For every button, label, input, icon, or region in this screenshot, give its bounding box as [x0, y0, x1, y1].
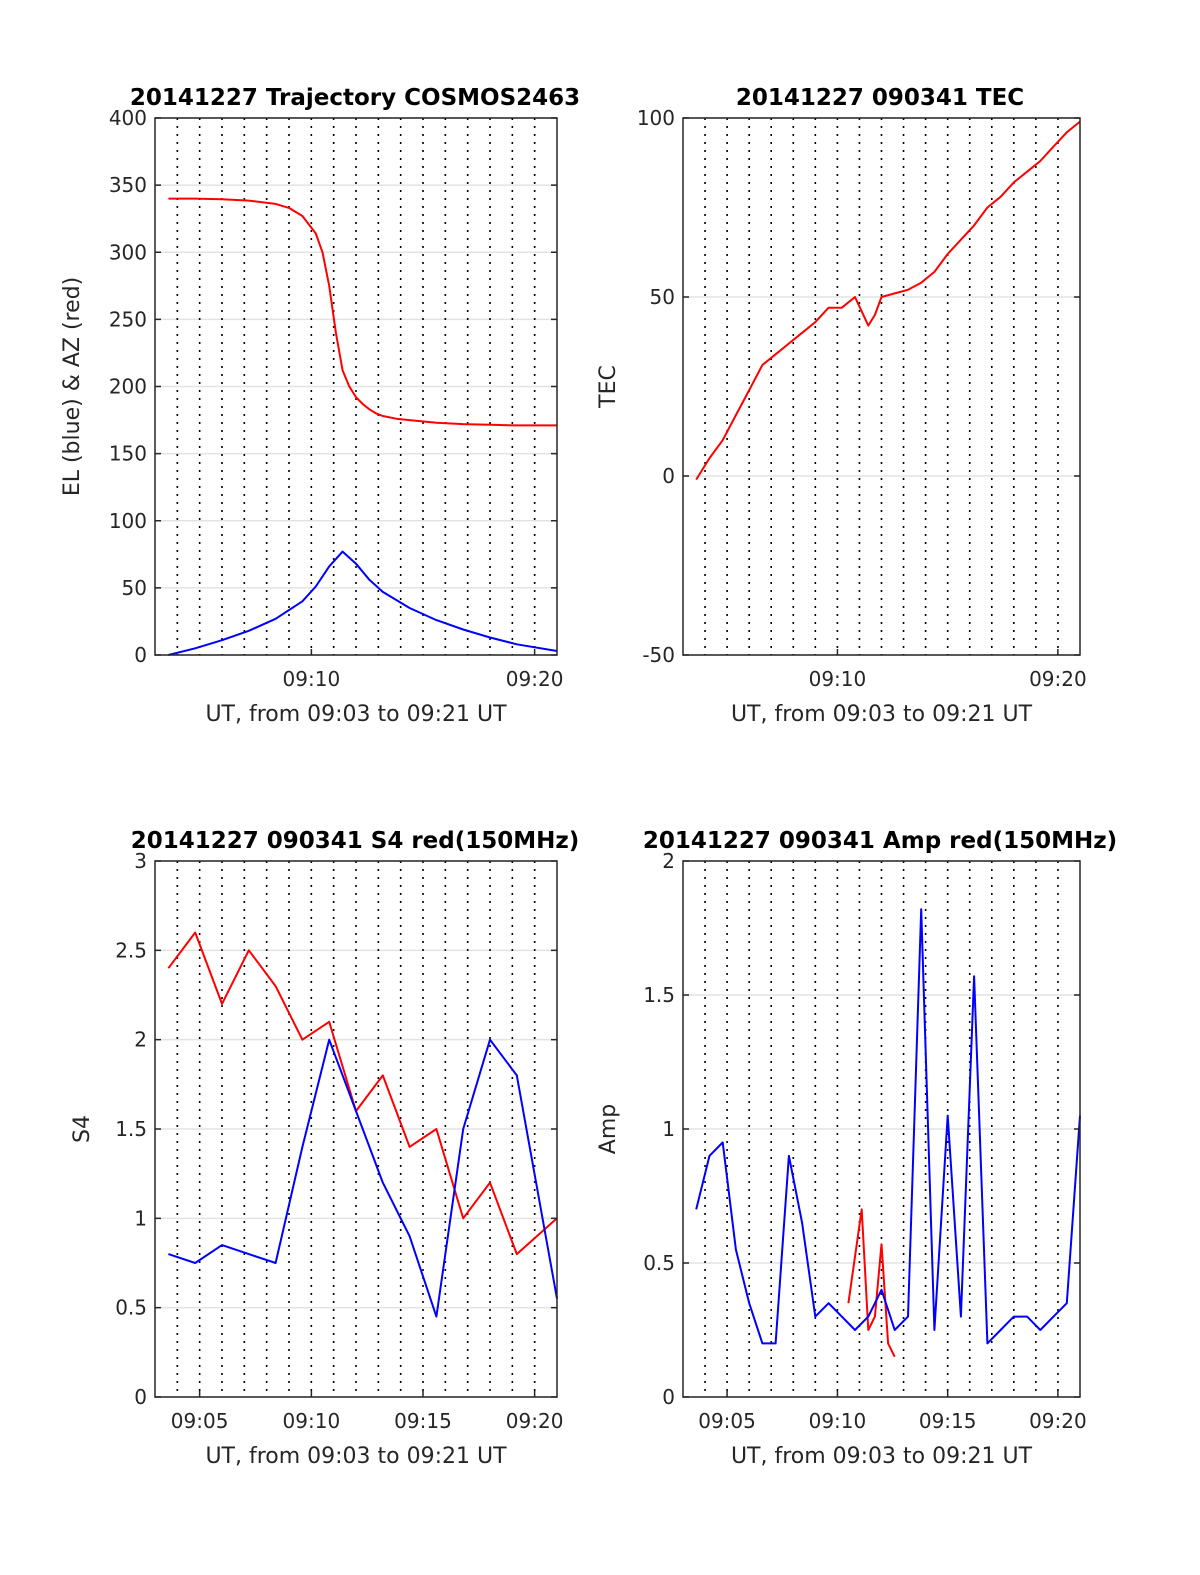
y-axis-label: EL (blue) & AZ (red): [60, 277, 85, 496]
y-tick-label: 350: [109, 173, 147, 197]
series-line-trajectory-0: [168, 197, 557, 427]
y-tick-label: 2: [662, 849, 675, 873]
series-line-tec-0: [695, 120, 1081, 481]
y-tick-label: 100: [109, 509, 147, 533]
series-line-s4-0: [167, 931, 558, 1256]
series-line-amp-1: [695, 908, 1081, 1345]
y-tick-label: 0: [134, 643, 147, 667]
y-axis-label: S4: [70, 1115, 95, 1143]
y-tick-label: 2.5: [115, 938, 147, 962]
y-tick-label: 1: [662, 1117, 675, 1141]
x-tick-label: 09:10: [283, 1409, 341, 1433]
x-tick-label: 09:20: [506, 1409, 564, 1433]
y-axis-label: Amp: [596, 1104, 621, 1154]
chart-title: 20141227 Trajectory COSMOS2463: [130, 85, 580, 111]
y-tick-label: 400: [109, 106, 147, 130]
y-tick-label: 50: [122, 576, 147, 600]
x-axis-label: UT, from 09:03 to 09:21 UT: [731, 1444, 1033, 1469]
y-tick-label: 3: [134, 849, 147, 873]
x-tick-label: 09:05: [698, 1409, 756, 1433]
y-tick-label: 1.5: [115, 1117, 147, 1141]
y-tick-label: 2: [134, 1028, 147, 1052]
series-line-s4-1: [168, 1038, 558, 1318]
y-tick-label: 100: [637, 106, 675, 130]
x-tick-label: 09:20: [1029, 667, 1087, 691]
y-tick-label: 1: [134, 1206, 147, 1230]
x-tick-label: 09:05: [171, 1409, 229, 1433]
y-tick-label: 300: [109, 240, 147, 264]
y-tick-label: 0.5: [643, 1251, 675, 1275]
y-tick-label: -50: [642, 643, 675, 667]
chart-title: 20141227 090341 TEC: [736, 85, 1024, 111]
x-tick-label: 09:15: [919, 1409, 977, 1433]
y-tick-label: 0.5: [115, 1296, 147, 1320]
x-tick-label: 09:15: [394, 1409, 452, 1433]
x-tick-label: 09:10: [809, 667, 867, 691]
series-line-amp-0: [847, 1208, 896, 1358]
y-tick-label: 150: [109, 442, 147, 466]
chart-title: 20141227 090341 Amp red(150MHz): [643, 828, 1117, 854]
y-tick-label: 200: [109, 375, 147, 399]
x-tick-label: 09:20: [1029, 1409, 1087, 1433]
x-tick-label: 09:10: [809, 1409, 867, 1433]
y-axis-label: TEC: [596, 365, 621, 409]
y-tick-label: 1.5: [643, 983, 675, 1007]
panel-tec: -50 0 50 100 09:10 09:20 20141227 090341 TEC UT…: [596, 85, 1087, 727]
x-tick-label: 09:20: [506, 667, 564, 691]
x-axis-label: UT, from 09:03 to 09:21 UT: [731, 702, 1033, 727]
panel-amp: 0 0.5 1 1.5 2 09:05 09:10 09:15 09:20 20141227 09…: [596, 828, 1117, 1469]
y-tick-label: 50: [650, 285, 675, 309]
y-tick-label: 0: [662, 1385, 675, 1409]
x-tick-label: 09:10: [283, 667, 341, 691]
panel-trajectory: 0 50 100 150 200 250 300 350 400 09:10 09:20 201412…: [60, 85, 580, 727]
x-axis-label: UT, from 09:03 to 09:21 UT: [205, 1444, 507, 1469]
axes-box: [682, 117, 1081, 656]
y-tick-label: 0: [134, 1385, 147, 1409]
series-line-trajectory-1: [168, 550, 558, 656]
y-tick-label: 0: [662, 464, 675, 488]
x-axis-label: UT, from 09:03 to 09:21 UT: [205, 702, 507, 727]
panel-s4: 0 0.5 1 1.5 2 2.5 3 09:05 09:10 09:15 09:20 2014122…: [70, 828, 579, 1469]
y-tick-label: 250: [109, 307, 147, 331]
chart-title: 20141227 090341 S4 red(150MHz): [131, 828, 580, 854]
